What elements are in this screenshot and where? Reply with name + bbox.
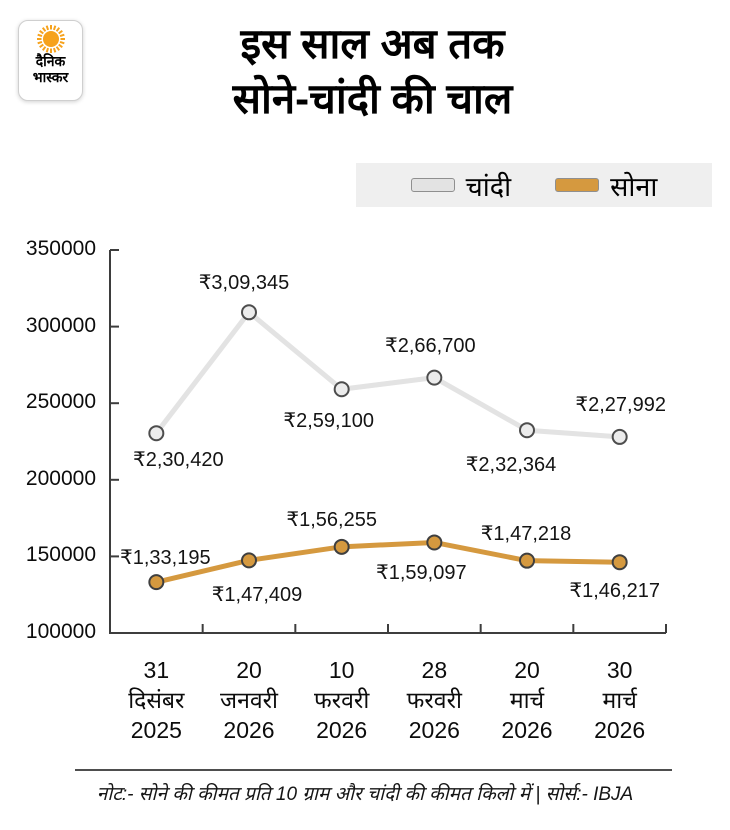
silver-marker xyxy=(241,304,257,321)
data-label: ₹3,09,345 xyxy=(198,272,290,295)
x-category-line: 30 xyxy=(606,657,633,683)
x-category-line: 2026 xyxy=(408,717,460,743)
title-line1: इस साल अब तक xyxy=(240,20,505,67)
gold-marker xyxy=(426,534,443,551)
sun-ray xyxy=(57,29,63,35)
data-label: ₹2,59,100 xyxy=(283,410,374,433)
logo-line1: दैनिक xyxy=(35,53,66,69)
x-category-line: 28 xyxy=(421,657,448,683)
gold-marker xyxy=(148,574,165,591)
sun-ray xyxy=(52,47,56,53)
logo-text: दैनिक भास्कर xyxy=(19,53,82,85)
data-label: ₹1,47,409 xyxy=(211,584,303,607)
silver-line xyxy=(153,309,623,440)
x-category-line: मार्च xyxy=(602,687,637,713)
logo-line2: भास्कर xyxy=(32,69,69,85)
sun-ray xyxy=(55,46,60,51)
x-category-line: 20 xyxy=(236,657,262,683)
x-category-label: 28 फरवरी 2026 xyxy=(369,655,499,745)
sun-ray xyxy=(45,25,49,31)
x-category-line: 20 xyxy=(514,657,540,683)
sun-ray xyxy=(41,27,46,32)
legend: चांदी सोना xyxy=(356,163,712,207)
x-category-line: जनवरी xyxy=(220,687,278,713)
legend-item-gold: सोना xyxy=(555,167,657,204)
data-label: ₹1,46,217 xyxy=(569,580,660,603)
gold-line-swatch xyxy=(555,178,600,192)
x-category-label: 20 मार्च 2026 xyxy=(462,655,592,745)
x-category-label: 30 मार्च 2026 xyxy=(555,655,685,745)
x-category-line: फरवरी xyxy=(314,687,370,713)
sun-ray xyxy=(36,33,42,38)
page-title: इस साल अब तक सोने-चांदी की चाल xyxy=(115,16,630,126)
silver-marker xyxy=(426,369,443,386)
data-label: ₹1,33,195 xyxy=(120,547,211,570)
footer-note: नोट:- सोने की कीमत प्रति 10 ग्राम और चां… xyxy=(96,784,634,805)
x-category-label: 20 जनवरी 2026 xyxy=(184,655,314,745)
sun-ray xyxy=(41,46,46,51)
x-category-line: 2026 xyxy=(316,717,368,743)
y-tick-label: 150000 xyxy=(25,543,96,567)
data-label: ₹2,66,700 xyxy=(385,334,476,357)
legend-label-silver: चांदी xyxy=(465,171,512,202)
legend-item-silver: चांदी xyxy=(410,167,512,204)
y-tick-label: 250000 xyxy=(25,390,96,414)
x-category-label: 10 फरवरी 2026 xyxy=(277,655,407,745)
x-category-line: 2026 xyxy=(223,717,275,743)
x-category-line: 31 xyxy=(143,657,170,683)
y-tick-label: 300000 xyxy=(25,313,96,337)
sun-ray xyxy=(55,27,60,32)
gold-marker xyxy=(519,552,535,569)
gold-marker xyxy=(241,552,257,569)
dainik-bhaskar-logo: दैनिक भास्कर xyxy=(18,20,83,101)
gold-line xyxy=(153,539,623,585)
y-tick-label: 100000 xyxy=(25,620,96,643)
legend-label-gold: सोना xyxy=(610,171,658,202)
sun-icon xyxy=(36,25,65,53)
data-label: ₹1,59,097 xyxy=(376,562,467,585)
sun-ray xyxy=(59,33,65,38)
data-label: ₹1,56,255 xyxy=(286,508,377,531)
title-line2: सोने-चांदी की चाल xyxy=(232,75,513,122)
data-label: ₹1,47,218 xyxy=(480,522,572,545)
silver-marker xyxy=(148,425,165,442)
data-label: ₹2,27,992 xyxy=(575,393,666,416)
x-category-line: दिसंबर xyxy=(128,687,185,713)
data-label: ₹2,32,364 xyxy=(465,454,557,477)
x-category-line: 2025 xyxy=(130,717,182,743)
sun-ray xyxy=(36,40,42,45)
sun-ray xyxy=(45,47,49,53)
x-category-line: 2026 xyxy=(594,717,646,743)
silver-marker xyxy=(611,428,628,445)
silver-line-swatch xyxy=(410,178,455,192)
silver-marker xyxy=(333,381,350,398)
sun-ray xyxy=(57,43,63,49)
footer-divider xyxy=(75,769,672,771)
data-label: ₹2,30,420 xyxy=(133,449,224,472)
y-tick-label: 350000 xyxy=(25,237,96,260)
x-category-label: 31 दिसंबर 2025 xyxy=(91,655,221,745)
x-category-line: 10 xyxy=(328,657,355,683)
gold-marker xyxy=(611,554,628,571)
x-category-line: 2026 xyxy=(501,717,553,743)
sun-ray xyxy=(38,43,44,49)
gold-marker xyxy=(333,538,350,555)
sun-ray xyxy=(38,29,44,35)
sun-ray xyxy=(59,40,65,45)
x-category-line: मार्च xyxy=(509,687,545,713)
silver-marker xyxy=(519,422,535,439)
y-tick-label: 200000 xyxy=(25,466,96,490)
sun-core xyxy=(42,31,59,47)
sun-ray xyxy=(52,25,56,31)
x-category-line: फरवरी xyxy=(406,687,462,713)
